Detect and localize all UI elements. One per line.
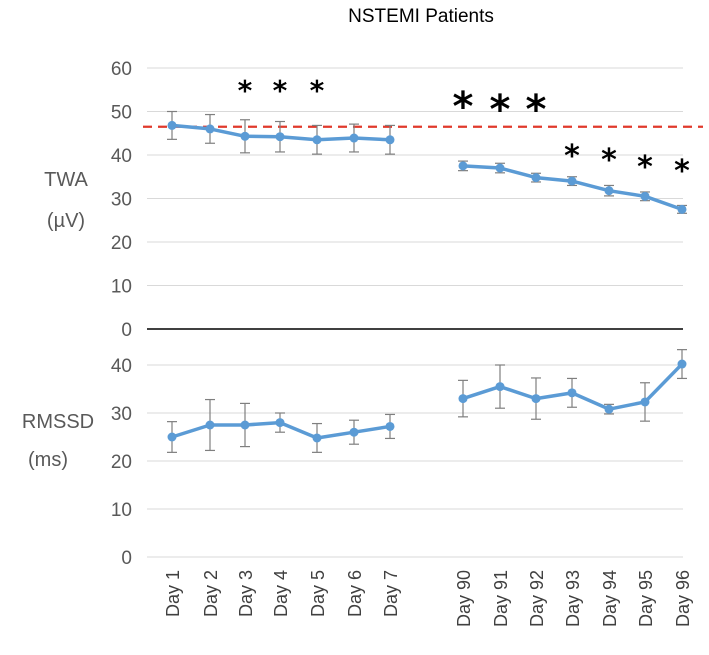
twa-ytick-label: 40	[111, 146, 132, 167]
twa-data-point	[567, 176, 577, 186]
x-category-label: Day 6	[345, 570, 365, 617]
rmssd-data-point	[275, 418, 285, 428]
twa-ytick-label: 20	[111, 233, 132, 254]
rmssd-data-point	[495, 382, 505, 392]
x-category-label: Day 5	[308, 570, 328, 617]
twa-data-point	[458, 161, 468, 171]
x-category-label: Day 3	[236, 570, 256, 617]
x-category-label: Day 91	[491, 570, 511, 627]
x-category-label: Day 92	[527, 570, 547, 627]
twa-ytick-label: 60	[111, 59, 132, 80]
rmssd-ytick-label: 30	[111, 404, 132, 425]
twa-data-point	[604, 186, 614, 196]
rmssd-data-point	[167, 432, 177, 442]
significance-marker: *	[238, 74, 253, 107]
twa-ylabel-line-2: (µV)	[47, 210, 85, 232]
rmssd-data-point	[385, 421, 395, 431]
twa-data-point	[385, 135, 395, 145]
x-category-label: Day 1	[163, 570, 183, 617]
significance-marker: *	[310, 74, 325, 107]
rmssd-data-point	[312, 433, 322, 443]
significance-marker: *	[564, 139, 580, 174]
twa-data-point	[640, 191, 650, 201]
twa-ytick-label: 0	[121, 320, 132, 341]
significance-marker: *	[674, 154, 690, 189]
twa-ylabel-line-1: TWA	[44, 169, 88, 191]
twa-data-point	[312, 135, 322, 145]
rmssd-ytick-label: 0	[121, 548, 132, 569]
rmssd-data-point	[458, 394, 468, 404]
rmssd-data-point	[240, 420, 250, 430]
x-category-label: Day 7	[381, 570, 401, 617]
rmssd-ytick-label: 20	[111, 452, 132, 473]
significance-marker: *	[637, 150, 653, 185]
twa-panel: TWA (µV) 0 10 20 30 40 50 60 * * * * * * * * * *	[44, 59, 703, 341]
rmssd-data-point	[531, 394, 541, 404]
twa-ytick-label: 30	[111, 190, 132, 211]
rmssd-data-point	[205, 420, 215, 430]
chart-title: NSTEMI Patients	[348, 6, 494, 27]
x-category-label: Day 94	[600, 570, 620, 627]
rmssd-data-point	[349, 427, 359, 437]
twa-data-point	[495, 163, 505, 173]
x-category-label: Day 93	[563, 570, 583, 627]
significance-marker: *	[601, 143, 617, 178]
twa-data-point	[349, 133, 359, 143]
twa-ytick-label: 50	[111, 103, 132, 124]
significance-marker: *	[273, 74, 288, 107]
rmssd-ytick-label: 40	[111, 356, 132, 377]
rmssd-data-point	[604, 404, 614, 414]
twa-data-point	[205, 124, 215, 134]
rmssd-ytick-label: 10	[111, 500, 132, 521]
rmssd-ylabel-line-1: RMSSD	[22, 411, 94, 433]
significance-marker: *	[490, 87, 511, 133]
rmssd-data-point	[677, 359, 687, 369]
x-axis: Day 1 Day 2 Day 3 Day 4 Day 5 Day 6 Day 7 Day 9…	[163, 570, 693, 627]
twa-data-point	[677, 204, 687, 214]
rmssd-ylabel-line-2: (ms)	[28, 449, 68, 471]
twa-data-point	[240, 131, 250, 141]
rmssd-data-point	[640, 397, 650, 407]
x-category-label: Day 96	[673, 570, 693, 627]
twa-ytick-label: 10	[111, 277, 132, 298]
twa-data-point	[275, 132, 285, 142]
significance-marker: *	[453, 84, 474, 130]
x-category-label: Day 95	[636, 570, 656, 627]
x-category-label: Day 2	[201, 570, 221, 617]
x-category-label: Day 90	[454, 570, 474, 627]
significance-marker: *	[526, 87, 547, 133]
twa-data-point	[531, 173, 541, 183]
rmssd-panel: RMSSD (ms) 0 10 20 30 40	[22, 349, 687, 569]
twa-data-point	[167, 120, 177, 130]
rmssd-data-point	[567, 388, 577, 398]
x-category-label: Day 4	[271, 570, 291, 617]
